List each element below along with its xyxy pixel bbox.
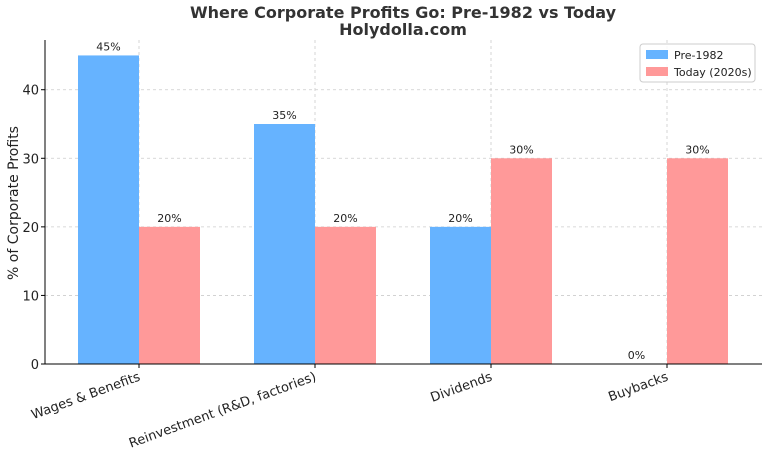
- data-label: 30%: [509, 143, 533, 156]
- bar-pre-1982-0: [78, 55, 139, 365]
- bar-today-1: [315, 226, 376, 364]
- x-tick-label: Dividends: [429, 370, 495, 406]
- data-label: 0%: [628, 349, 645, 362]
- x-tick-label: Wages & Benefits: [30, 370, 143, 423]
- y-tick-label: 30: [22, 152, 39, 167]
- x-tick-label: Reinvestment (R&D, factories): [127, 370, 318, 452]
- bars-layer: [78, 55, 728, 365]
- x-tick-label: Buybacks: [606, 370, 670, 406]
- y-tick-label: 40: [22, 84, 39, 99]
- data-label: 20%: [448, 212, 472, 225]
- legend-box: [639, 43, 756, 83]
- data-label: 35%: [272, 109, 296, 122]
- legend-label: Today (2020s): [673, 66, 752, 79]
- y-tick-label: 10: [22, 289, 39, 304]
- data-label: 45%: [96, 40, 120, 53]
- legend-label: Pre-1982: [674, 49, 723, 62]
- bar-pre-1982-2: [430, 226, 491, 364]
- legend-swatch: [646, 50, 668, 59]
- data-label: 20%: [333, 212, 357, 225]
- data-label: 30%: [685, 143, 709, 156]
- bar-today-3: [667, 158, 728, 364]
- data-labels-layer: 45% 35% 20% 0% 20% 20% 30% 30%: [96, 40, 709, 362]
- bar-today-2: [491, 158, 552, 364]
- y-axis-label: % of Corporate Profits: [6, 126, 22, 280]
- data-label: 20%: [157, 212, 181, 225]
- chart-subtitle: Holydolla.com: [339, 20, 467, 39]
- legend-swatch: [646, 67, 668, 76]
- legend: Pre-1982 Today (2020s): [639, 43, 756, 83]
- y-tick-label: 0: [31, 358, 39, 373]
- y-tick-label: 20: [22, 221, 39, 236]
- bar-pre-1982-1: [254, 124, 315, 364]
- bar-today-0: [139, 226, 200, 364]
- chart-title: Where Corporate Profits Go: Pre-1982 vs …: [190, 3, 617, 22]
